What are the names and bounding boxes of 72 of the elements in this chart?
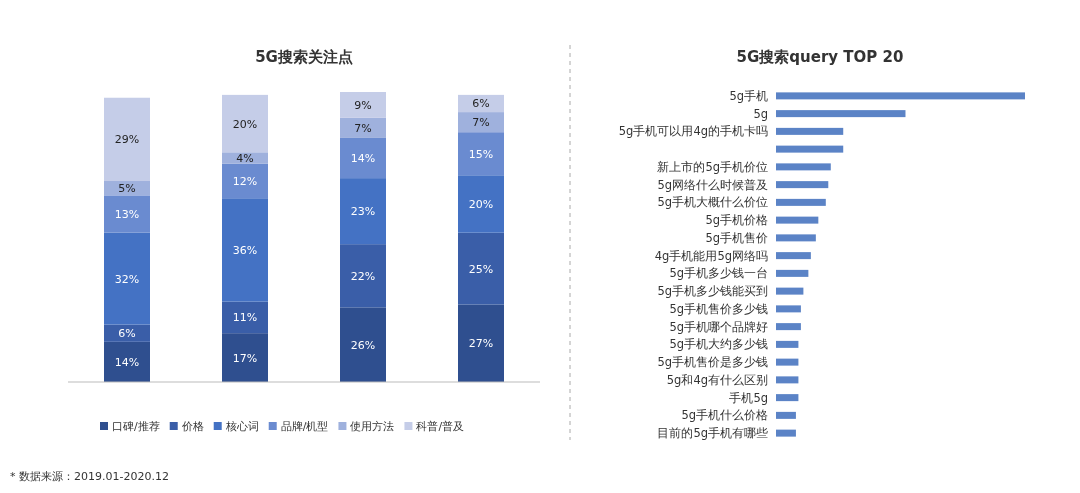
data-label: 22% — [350, 269, 376, 283]
data-label: 20% — [232, 117, 258, 131]
data-label: 27% — [468, 337, 494, 351]
data-label: 7% — [354, 121, 372, 135]
y-tick-label: 目前的5g手机有哪些 — [657, 426, 768, 441]
legend-label: 使用方法 — [350, 420, 395, 433]
y-tick-label: 5g手机多少钱一台 — [669, 266, 768, 281]
text: * 数据来源：2019.01-2020.12 — [10, 470, 169, 483]
bar — [776, 429, 796, 437]
bar — [776, 305, 801, 313]
bar — [776, 181, 829, 189]
data-label: 9% — [354, 98, 372, 112]
data-label: 36% — [232, 243, 258, 257]
y-tick-label: 新上市的5g手机价位 — [657, 159, 768, 174]
data-label: 25% — [468, 262, 494, 276]
legend-label: 价格 — [180, 420, 204, 433]
chart-title: 5G搜索关注点 — [255, 48, 353, 66]
bar — [776, 252, 811, 260]
bar — [776, 269, 809, 277]
y-tick-label: 5g手机大概什么价位 — [657, 195, 768, 210]
bar — [776, 92, 1025, 100]
y-tick-label: 5g手机售价 — [705, 230, 768, 245]
data-label: 14% — [350, 152, 376, 166]
data-label: 4% — [236, 152, 254, 166]
y-tick-label: 5g手机什么价格 — [681, 408, 768, 423]
y-tick-label: 5g手机售价多少钱 — [669, 301, 768, 316]
data-label: 11% — [232, 311, 258, 325]
legend-label: 口碑/推荐 — [112, 420, 160, 433]
data-label: 5% — [118, 182, 136, 196]
bar — [776, 411, 796, 419]
y-tick-label: 5g手机售价是多少钱 — [657, 355, 768, 370]
data-label: 23% — [350, 205, 376, 219]
bar — [776, 376, 799, 384]
bar — [776, 394, 799, 402]
y-tick-label: 5g手机大约多少钱 — [669, 337, 768, 352]
y-tick-label: 5g — [753, 106, 768, 121]
y-tick-label: 5g网络什么时候普及 — [657, 177, 768, 192]
bar — [776, 323, 801, 331]
chart-title: 5G搜索query TOP 20 — [736, 48, 904, 66]
bar — [776, 234, 816, 242]
data-label: 20% — [468, 197, 494, 211]
y-tick-label: 4g手机能用5g网络吗 — [654, 248, 768, 263]
bar — [776, 216, 819, 224]
data-label: 6% — [472, 97, 490, 111]
bar — [776, 110, 906, 118]
y-tick-label: 5g手机价格 — [705, 213, 768, 228]
bar — [776, 340, 799, 348]
y-tick-label: 5g手机哪个品牌好 — [669, 319, 768, 334]
data-label: 13% — [114, 208, 140, 222]
bar — [776, 127, 844, 135]
y-tick-label: 5g手机 — [729, 88, 768, 103]
data-label: 17% — [232, 351, 258, 365]
legend-label: 核心词 — [224, 420, 259, 433]
bar — [776, 163, 831, 171]
data-label: 7% — [472, 116, 490, 130]
data-label: 15% — [468, 147, 494, 161]
legend-label: 品牌/机型 — [280, 420, 329, 433]
data-label: 29% — [114, 133, 140, 147]
y-tick-label: 5g手机多少钱能买到 — [657, 284, 768, 299]
data-label: 12% — [232, 175, 258, 189]
bar — [776, 358, 799, 366]
y-tick-label: 手机5g — [729, 390, 768, 405]
data-label: 14% — [114, 355, 140, 369]
bar — [776, 145, 844, 153]
bar — [776, 198, 826, 206]
legend-label: 科普/普及 — [416, 420, 465, 433]
data-label: 6% — [118, 327, 136, 341]
y-tick-label: 5g和4g有什么区别 — [666, 372, 768, 387]
data-label: 32% — [114, 272, 140, 286]
bar — [776, 287, 804, 295]
data-label: 26% — [350, 338, 376, 352]
y-tick-label: 5g手机可以用4g的手机卡吗 — [618, 124, 768, 139]
